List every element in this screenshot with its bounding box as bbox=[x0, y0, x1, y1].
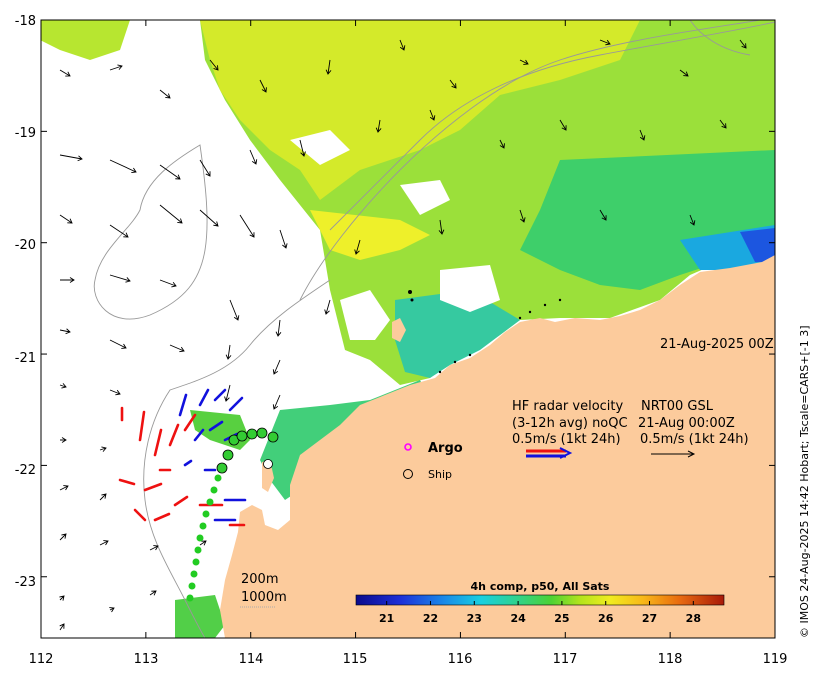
radar-legend-title: HF radar velocity bbox=[512, 399, 624, 414]
ship-track-point bbox=[189, 583, 196, 590]
x-tick-label: 119 bbox=[763, 652, 788, 667]
colorbar-tick-label: 25 bbox=[554, 612, 569, 625]
x-tick-label: 118 bbox=[658, 652, 683, 667]
ship-track-point bbox=[193, 559, 200, 566]
colorbar-tick-label: 28 bbox=[686, 612, 701, 625]
ship-track-point bbox=[203, 511, 210, 518]
x-tick-label: 116 bbox=[448, 652, 473, 667]
radar-legend-scale: 0.5m/s (1kt 24h) bbox=[512, 432, 621, 447]
isobath-200-label: 200m bbox=[241, 572, 278, 587]
y-tick-label: -18 bbox=[15, 14, 36, 29]
ship-track-point bbox=[187, 595, 194, 602]
ship-track-point bbox=[200, 523, 207, 530]
model-legend-scale: 0.5m/s (1kt 24h) bbox=[640, 432, 749, 447]
date-label: 21-Aug-2025 00Z bbox=[660, 337, 774, 352]
x-tick-label: 112 bbox=[29, 652, 54, 667]
colorbar-tick-label: 26 bbox=[598, 612, 614, 625]
x-tick-label: 113 bbox=[134, 652, 159, 667]
credit-label: © IMOS 24-Aug-2025 14:42 Hobart; Tscale=… bbox=[798, 325, 811, 638]
colorbar-title: 4h comp, p50, All Sats bbox=[471, 580, 610, 593]
model-legend-title: NRT00 GSL bbox=[641, 399, 714, 414]
y-tick-label: -23 bbox=[15, 575, 36, 590]
colorbar-ramp bbox=[356, 595, 724, 605]
colorbar-tick-label: 22 bbox=[423, 612, 438, 625]
ship-track-point bbox=[191, 571, 198, 578]
ship-track-point bbox=[195, 547, 202, 554]
ship-track-point bbox=[211, 487, 218, 494]
radar-legend-avg: (3-12h avg) noQC bbox=[512, 416, 628, 431]
ship-track-point bbox=[207, 499, 214, 506]
x-axis-labels: 112 113 114 115 116 117 118 119 bbox=[29, 652, 788, 667]
model-legend-time: 21-Aug 00:00Z bbox=[638, 416, 735, 431]
ship-track-point bbox=[215, 475, 222, 482]
ship-label: Ship bbox=[428, 468, 452, 481]
y-axis-labels: -18 -19 -20 -21 -22 -23 bbox=[15, 14, 36, 590]
ship-track-point bbox=[197, 535, 204, 542]
y-tick-label: -19 bbox=[15, 126, 36, 141]
y-tick-label: -22 bbox=[15, 463, 36, 478]
x-tick-label: 115 bbox=[343, 652, 368, 667]
colorbar-tick-label: 24 bbox=[510, 612, 526, 625]
colorbar-tick-label: 21 bbox=[379, 612, 394, 625]
colorbar-tick-label: 23 bbox=[467, 612, 482, 625]
y-tick-label: -21 bbox=[15, 351, 36, 366]
y-tick-label: -20 bbox=[15, 238, 36, 253]
plot-area bbox=[30, 20, 775, 638]
x-tick-label: 114 bbox=[239, 652, 264, 667]
isobath-1000-label: 1000m bbox=[241, 590, 287, 605]
colorbar-tick-label: 27 bbox=[642, 612, 657, 625]
x-tick-label: 117 bbox=[553, 652, 578, 667]
argo-label: Argo bbox=[428, 441, 463, 456]
